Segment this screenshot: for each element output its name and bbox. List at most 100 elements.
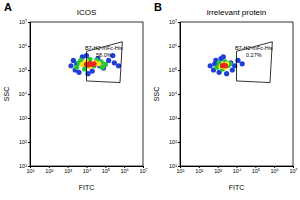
y-tick-label: 10² — [169, 139, 177, 145]
y-tick: 10² — [169, 139, 180, 145]
y-axis-line — [178, 23, 181, 167]
plot-area — [68, 42, 122, 83]
gate-percent: 0.27% — [246, 52, 262, 58]
x-tick-label: 10¹ — [27, 168, 35, 174]
event-point — [208, 63, 213, 68]
x-tick-label: 10⁶ — [120, 168, 128, 174]
x-tick-label: 10⁵ — [252, 168, 260, 174]
x-tick: 10¹ — [177, 166, 185, 174]
x-tick: 10⁵ — [102, 166, 110, 174]
y-tick: 10³ — [169, 115, 180, 121]
y-tick-mark — [178, 70, 180, 71]
plot-area — [208, 42, 273, 83]
y-tick: 10⁷ — [169, 19, 180, 25]
y-tick: 10² — [19, 139, 30, 145]
x-tick: 10² — [45, 166, 53, 174]
panel-label: B — [154, 1, 162, 13]
event-point — [74, 65, 79, 70]
x-axis-title: FITC — [79, 184, 95, 191]
y-tick-label: 10³ — [19, 115, 27, 121]
y-tick: 10³ — [19, 115, 30, 121]
y-tick: 10¹ — [19, 163, 30, 169]
x-tick-label: 10⁴ — [233, 168, 242, 174]
event-point — [223, 63, 228, 68]
series — [208, 54, 245, 76]
y-tick-mark — [178, 22, 180, 23]
event-point — [68, 63, 73, 68]
event-point — [76, 70, 81, 75]
y-tick-label: 10⁵ — [169, 67, 177, 73]
y-tick: 10⁵ — [169, 67, 180, 73]
x-tick-label: 10³ — [214, 168, 222, 174]
x-tick-label: 10⁷ — [139, 168, 147, 174]
y-tick-label: 10³ — [169, 115, 177, 121]
y-tick-mark — [28, 166, 30, 167]
event-point — [91, 61, 96, 66]
y-tick: 10¹ — [169, 163, 180, 169]
gate-percent: 58.0% — [96, 52, 112, 58]
y-tick-mark — [178, 94, 180, 95]
x-tick: 10³ — [214, 166, 222, 174]
y-tick: 10⁶ — [169, 43, 180, 49]
y-axis-title: SSC — [153, 87, 160, 101]
series — [68, 53, 121, 76]
x-tick: 10² — [195, 166, 203, 174]
x-tick: 10⁷ — [289, 166, 297, 174]
x-axis: 10¹ 10² 10³ 10⁴ 10⁵ 10⁶ 10⁷ — [177, 166, 298, 174]
x-tick: 10⁶ — [120, 166, 128, 174]
y-tick-label: 10⁶ — [19, 43, 27, 49]
panel-label: A — [4, 1, 12, 13]
title: irrelevant protein — [207, 8, 267, 17]
y-tick: 10⁴ — [169, 91, 180, 97]
y-tick-mark — [178, 118, 180, 119]
y-tick-mark — [178, 166, 180, 167]
x-tick: 10⁴ — [83, 166, 92, 174]
y-tick-label: 10⁵ — [19, 67, 27, 73]
x-tick-label: 10⁵ — [102, 168, 110, 174]
y-tick-mark — [28, 118, 30, 119]
gate-label: B7-H2-mFc-His — [85, 45, 123, 51]
x-tick: 10⁶ — [270, 166, 278, 174]
y-tick: 10⁵ — [19, 67, 30, 73]
event-point — [106, 58, 111, 63]
y-tick-label: 10⁷ — [169, 19, 177, 25]
series — [80, 59, 102, 69]
series — [84, 61, 97, 68]
panel: AICOS10¹10²10³10⁴10⁵10⁶10⁷10¹10²10³10⁴10… — [3, 1, 148, 191]
y-tick-mark — [28, 46, 30, 47]
x-tick: 10⁴ — [233, 166, 242, 174]
y-tick-mark — [28, 142, 30, 143]
y-tick: 10⁶ — [19, 43, 30, 49]
y-tick-label: 10⁷ — [19, 19, 27, 25]
x-tick: 10⁷ — [139, 166, 147, 174]
frame — [30, 22, 143, 166]
y-axis: 10¹ 10² 10³ 10⁴ 10⁵ 10⁶ 10⁷ — [169, 19, 181, 169]
x-axis: 10¹ 10² 10³ 10⁴ 10⁵ 10⁶ 10⁷ — [27, 166, 148, 174]
x-tick-label: 10⁷ — [289, 168, 297, 174]
frame — [180, 22, 293, 166]
x-tick: 10³ — [64, 166, 72, 174]
event-point — [96, 61, 101, 66]
y-tick-mark — [28, 70, 30, 71]
series — [74, 57, 108, 72]
y-axis-line — [28, 23, 31, 167]
gate-label: B7-H2-mFc-His — [235, 45, 273, 51]
x-tick-label: 10² — [45, 168, 53, 174]
y-tick: 10⁴ — [19, 91, 30, 97]
y-tick-label: 10² — [19, 139, 27, 145]
panel: Birrelevant protein 10¹ 10² 10³ 10⁴ 10⁵ 10⁶ 10⁷… — [153, 1, 298, 191]
event-point — [240, 61, 245, 66]
x-tick: 10⁵ — [252, 166, 260, 174]
title: ICOS — [77, 8, 97, 17]
figure: AICOS10¹10²10³10⁴10⁵10⁶10⁷10¹10²10³10⁴10… — [0, 0, 300, 200]
x-axis-title: FITC — [229, 184, 245, 191]
x-tick-label: 10⁶ — [270, 168, 278, 174]
series — [220, 63, 228, 69]
series — [218, 61, 229, 70]
y-tick-label: 10¹ — [19, 163, 27, 169]
y-tick-mark — [28, 94, 30, 95]
y-tick-mark — [178, 46, 180, 47]
y-tick: 10⁷ — [19, 19, 30, 25]
event-point — [112, 60, 117, 65]
series — [214, 59, 232, 71]
